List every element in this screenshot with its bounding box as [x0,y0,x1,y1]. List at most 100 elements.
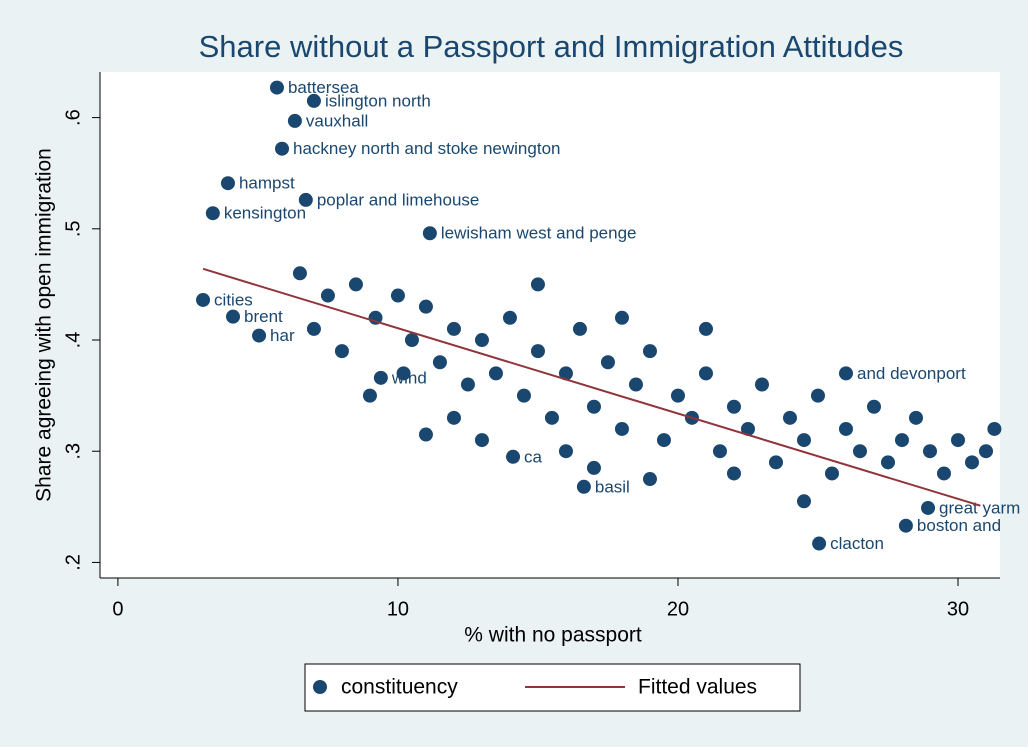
point-label: har [270,326,295,345]
x-tick-label: 30 [947,598,969,620]
point [446,321,461,336]
y-tick-label: .4 [62,332,84,349]
point [880,455,895,470]
point [628,377,643,392]
point [572,321,587,336]
point [922,444,937,459]
point-label: great yarm [939,498,1020,517]
point [530,344,545,359]
legend-label: constituency [341,676,458,699]
point [516,388,531,403]
legend-label: Fitted values [638,676,757,699]
point [852,444,867,459]
point [768,455,783,470]
point [908,410,923,425]
point [320,288,335,303]
point [348,277,363,292]
point [754,377,769,392]
point [205,206,220,221]
x-tick-label: 20 [667,598,689,620]
point [740,421,755,436]
point-label: hackney north and stoke newington [293,139,560,158]
point [796,433,811,448]
point [226,309,241,324]
point-label: hampst [239,174,295,193]
point [474,333,489,348]
point [796,494,811,509]
point [600,355,615,370]
point [812,536,827,551]
point [298,192,313,207]
point [978,444,993,459]
point [292,266,307,281]
fitted-line [202,267,981,507]
point-label: cities [214,290,253,309]
point-label: poplar and limehouse [317,190,480,209]
y-axis-title: Share agreeing with open immigration [33,148,56,502]
y-tick-label: .3 [62,443,84,460]
point [396,366,411,381]
point [446,410,461,425]
point-label: islington north [325,91,431,110]
x-tick-label: 10 [387,598,409,620]
point [726,466,741,481]
point [642,344,657,359]
point [287,113,302,128]
point [712,444,727,459]
point [810,388,825,403]
point [698,366,713,381]
y-tick-label: .5 [62,220,84,237]
point [530,277,545,292]
point [670,388,685,403]
point [921,500,936,515]
point [558,444,573,459]
point [220,176,235,191]
point [269,80,284,95]
point [362,388,377,403]
point [838,366,853,381]
x-axis-title: % with no passport [464,624,642,647]
legend: constituency Fitted values [304,663,801,712]
point [642,472,657,487]
point [586,399,601,414]
point [614,421,629,436]
point [404,333,419,348]
x-tick-label: 0 [112,598,123,620]
point [418,427,433,442]
point [726,399,741,414]
point [950,433,965,448]
plot-area [100,72,1000,578]
point [432,355,447,370]
point [614,310,629,325]
point [334,344,349,359]
point [544,410,559,425]
point [306,321,321,336]
point-label: and devonport [857,364,966,383]
point [474,433,489,448]
point [502,310,517,325]
point [782,410,797,425]
point [373,370,388,385]
point-label: battersea [288,78,359,97]
y-tick-label: .2 [62,554,84,571]
point-label: basil [595,477,630,496]
point [418,299,433,314]
point [390,288,405,303]
point [306,93,321,108]
legend-marker [313,680,327,694]
point-label: lewisham west and penge [441,224,637,243]
point [460,377,475,392]
point [275,141,290,156]
point-label: ca [524,447,543,466]
y-tick-label: .6 [62,109,84,126]
point-label: vauxhall [306,111,368,130]
point [894,433,909,448]
point [196,292,211,307]
point [838,421,853,436]
point [987,421,1002,436]
point [936,466,951,481]
point [586,460,601,475]
chart-title: Share without a Passport and Immigration… [199,29,904,64]
